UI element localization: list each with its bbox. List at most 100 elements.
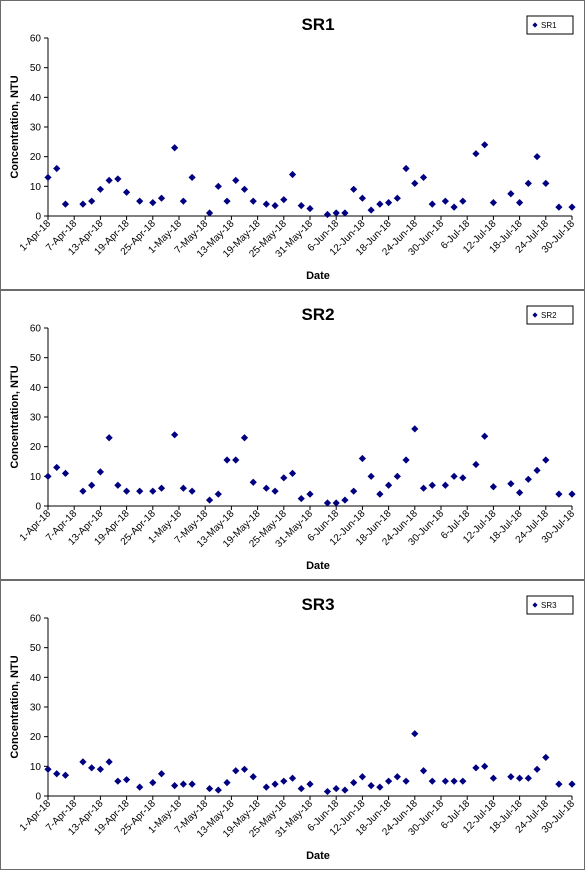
data-point [280, 474, 288, 482]
data-point [79, 200, 87, 208]
data-point [149, 199, 157, 207]
data-point [555, 780, 563, 788]
y-tick-label: 10 [30, 472, 42, 483]
data-point [53, 463, 61, 472]
legend-marker [532, 602, 538, 608]
data-point [358, 773, 366, 781]
data-point [114, 777, 122, 785]
data-point [533, 466, 541, 474]
data-point [459, 474, 467, 482]
data-point [489, 774, 497, 782]
data-point [376, 490, 384, 498]
y-tick-label: 30 [30, 703, 42, 714]
data-point [323, 499, 332, 507]
data-point [411, 730, 419, 738]
legend-label: SR3 [541, 601, 557, 610]
data-point [376, 783, 384, 791]
data-point [516, 489, 524, 497]
legend-box [526, 15, 574, 35]
data-point [385, 199, 393, 207]
data-point [419, 484, 428, 492]
data-point [179, 197, 187, 205]
data-point [188, 173, 196, 182]
data-point [411, 179, 419, 187]
data-point [489, 483, 497, 491]
data-point [214, 182, 222, 190]
data-point [428, 481, 436, 489]
data-point [358, 194, 366, 202]
data-point [188, 487, 196, 495]
data-point [288, 774, 297, 782]
data-point [393, 773, 401, 781]
x-axis-label: Date [306, 560, 330, 572]
data-point [44, 472, 52, 480]
y-axis-label: Concentration, NTU [9, 75, 21, 178]
y-axis-label: Concentration, NTU [9, 365, 21, 468]
chart-title: SR1 [301, 15, 334, 34]
data-point [516, 774, 524, 782]
data-point [232, 176, 240, 184]
data-point [507, 773, 515, 781]
data-point [402, 777, 410, 785]
data-point [323, 787, 332, 796]
chart-title: SR3 [301, 595, 334, 614]
data-point [450, 777, 458, 785]
data-point [205, 784, 214, 793]
data-point [105, 434, 113, 442]
data-point [105, 176, 113, 184]
data-point [249, 773, 257, 781]
data-point [61, 771, 70, 779]
data-point [524, 475, 532, 483]
data-point [419, 173, 428, 182]
data-point [472, 764, 480, 772]
x-axis-label: Date [306, 850, 330, 862]
data-point [280, 196, 288, 204]
data-point [96, 765, 104, 773]
data-point [205, 209, 214, 217]
data-point [489, 199, 497, 207]
y-tick-label: 40 [30, 93, 42, 104]
y-tick-label: 20 [30, 152, 42, 163]
data-point [271, 780, 279, 788]
data-point [402, 456, 410, 464]
data-point [385, 481, 393, 489]
data-point [350, 487, 358, 495]
y-tick-label: 20 [30, 732, 42, 743]
data-point [61, 200, 70, 208]
data-point [524, 774, 532, 782]
y-tick-label: 30 [30, 123, 42, 134]
data-point [450, 203, 458, 211]
data-point [79, 487, 87, 495]
data-point [341, 786, 349, 794]
data-point [358, 454, 366, 463]
data-point [472, 460, 480, 469]
data-point [393, 194, 401, 202]
data-point [507, 480, 515, 488]
y-axis-label: Concentration, NTU [9, 655, 21, 758]
data-point [428, 200, 436, 208]
y-tick-label: 50 [30, 353, 42, 364]
data-point [249, 197, 257, 205]
data-point [297, 784, 305, 793]
legend-box [526, 305, 574, 325]
data-point [332, 209, 340, 217]
data-point [136, 197, 144, 205]
data-point [367, 472, 375, 480]
y-tick-label: 60 [30, 34, 42, 45]
y-tick-label: 40 [30, 673, 42, 684]
data-point [123, 487, 131, 495]
data-point [223, 456, 231, 464]
data-point [105, 758, 113, 766]
data-point [481, 762, 489, 770]
data-series [44, 141, 576, 219]
data-point [61, 469, 70, 477]
data-point [402, 164, 410, 173]
data-point [53, 164, 61, 173]
data-point [568, 780, 576, 788]
data-point [157, 770, 166, 778]
legend-marker [532, 312, 538, 318]
data-point [171, 144, 179, 152]
